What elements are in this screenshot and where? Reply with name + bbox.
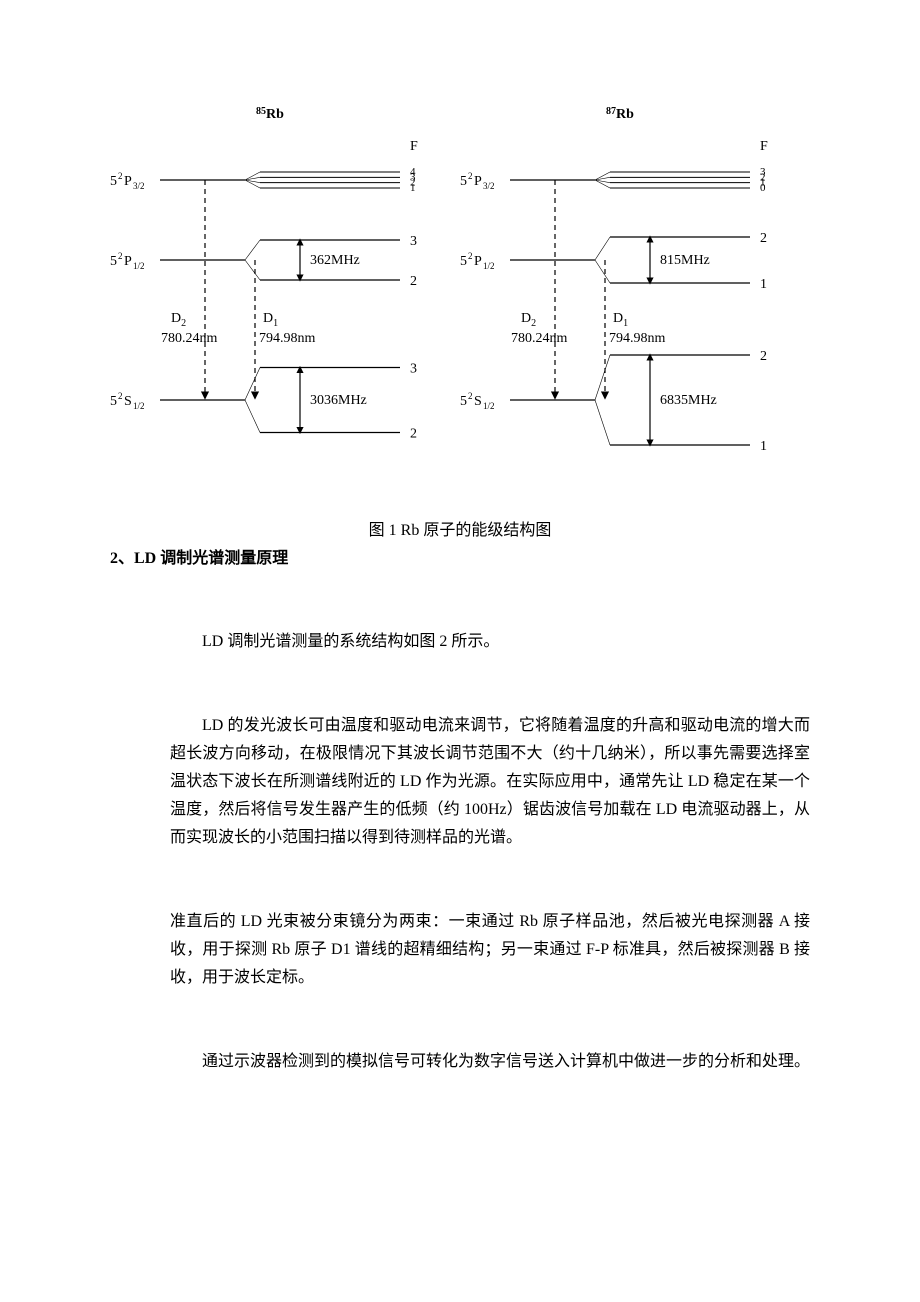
svg-text:780.24nm: 780.24nm	[161, 331, 218, 346]
svg-text:3/2: 3/2	[133, 181, 145, 191]
svg-text:1/2: 1/2	[133, 401, 145, 411]
svg-text:2: 2	[118, 391, 123, 401]
svg-text:362MHz: 362MHz	[310, 253, 360, 268]
svg-text:D2: D2	[521, 311, 536, 329]
diagram-svg: 85RbF52P3/2432152P1/232362MHz52S1/232303…	[110, 100, 810, 500]
energy-level-diagram: 85RbF52P3/2432152P1/232362MHz52S1/232303…	[110, 100, 810, 500]
svg-text:1/2: 1/2	[133, 261, 145, 271]
svg-text:D2: D2	[171, 311, 186, 329]
svg-text:794.98nm: 794.98nm	[609, 331, 666, 346]
svg-text:1: 1	[760, 439, 767, 454]
svg-text:5: 5	[460, 254, 467, 269]
svg-text:3/2: 3/2	[483, 181, 495, 191]
svg-text:815MHz: 815MHz	[660, 253, 710, 268]
svg-text:P: P	[474, 254, 482, 269]
svg-text:1: 1	[760, 277, 767, 292]
svg-text:D1: D1	[263, 311, 278, 329]
paragraph-1: LD 调制光谱测量的系统结构如图 2 所示。	[170, 628, 810, 656]
paragraph-2: LD 的发光波长可由温度和驱动电流来调节，它将随着温度的升高和驱动电流的增大而超…	[170, 712, 810, 852]
svg-text:2: 2	[410, 274, 417, 289]
svg-text:87Rb: 87Rb	[606, 106, 634, 122]
svg-text:2: 2	[760, 231, 767, 246]
svg-text:P: P	[124, 254, 132, 269]
svg-text:2: 2	[468, 171, 473, 181]
svg-text:P: P	[124, 174, 132, 189]
svg-text:6835MHz: 6835MHz	[660, 393, 717, 408]
section-title: 2、LD 调制光谱测量原理	[110, 544, 288, 568]
svg-text:2: 2	[468, 251, 473, 261]
svg-text:3036MHz: 3036MHz	[310, 393, 367, 408]
svg-text:5: 5	[460, 174, 467, 189]
svg-text:5: 5	[110, 174, 117, 189]
svg-text:5: 5	[110, 394, 117, 409]
svg-text:1/2: 1/2	[483, 401, 495, 411]
svg-text:85Rb: 85Rb	[256, 106, 284, 122]
svg-text:5: 5	[460, 394, 467, 409]
svg-text:2: 2	[468, 391, 473, 401]
svg-text:S: S	[124, 394, 132, 409]
svg-text:D1: D1	[613, 311, 628, 329]
svg-text:0: 0	[760, 182, 766, 194]
svg-text:2: 2	[118, 171, 123, 181]
svg-text:1: 1	[410, 182, 416, 194]
svg-text:2: 2	[118, 251, 123, 261]
figure-caption: 图 1 Rb 原子的能级结构图	[0, 516, 920, 540]
page: 85RbF52P3/2432152P1/232362MHz52S1/232303…	[0, 0, 920, 1302]
svg-text:S: S	[474, 394, 482, 409]
svg-text:1/2: 1/2	[483, 261, 495, 271]
svg-text:794.98nm: 794.98nm	[259, 331, 316, 346]
paragraph-4: 通过示波器检测到的模拟信号可转化为数字信号送入计算机中做进一步的分析和处理。	[170, 1048, 810, 1076]
svg-text:F: F	[410, 139, 418, 154]
svg-text:5: 5	[110, 254, 117, 269]
body-text: LD 调制光谱测量的系统结构如图 2 所示。 LD 的发光波长可由温度和驱动电流…	[170, 572, 810, 1132]
svg-text:2: 2	[760, 349, 767, 364]
svg-text:3: 3	[410, 362, 417, 377]
svg-text:2: 2	[410, 427, 417, 442]
paragraph-3: 准直后的 LD 光束被分束镜分为两束：一束通过 Rb 原子样品池，然后被光电探测…	[170, 908, 810, 992]
svg-text:780.24nm: 780.24nm	[511, 331, 568, 346]
svg-text:P: P	[474, 174, 482, 189]
svg-text:3: 3	[410, 234, 417, 249]
svg-text:F: F	[760, 139, 768, 154]
